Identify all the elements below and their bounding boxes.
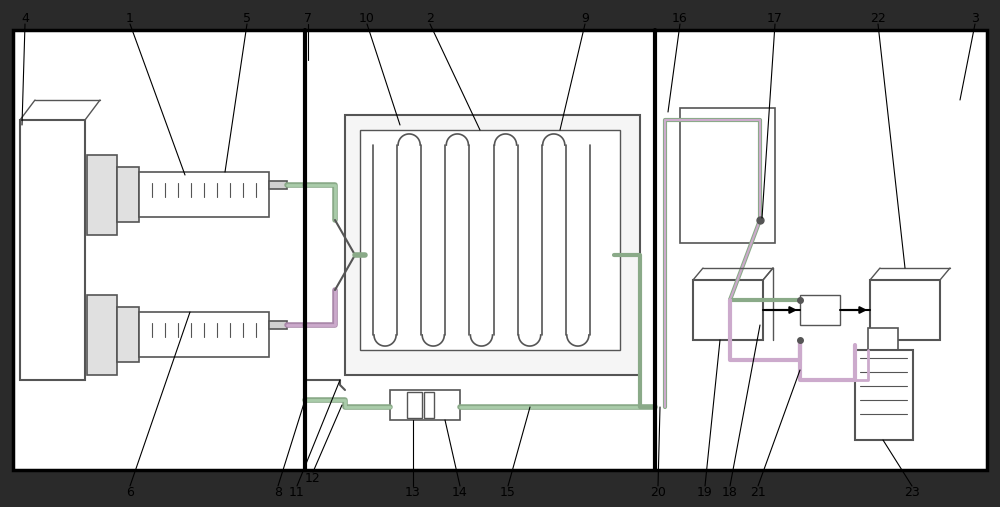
- Bar: [269, 181, 287, 189]
- Text: 4: 4: [21, 12, 29, 24]
- Bar: [345, 115, 640, 375]
- Bar: [360, 130, 620, 350]
- Bar: [139, 172, 269, 217]
- Bar: [269, 321, 287, 329]
- Bar: [13, 30, 987, 470]
- Text: 21: 21: [750, 486, 766, 498]
- Text: 19: 19: [697, 486, 713, 498]
- Bar: [424, 392, 434, 418]
- Bar: [139, 312, 269, 357]
- Text: 5: 5: [243, 12, 251, 24]
- Text: 16: 16: [672, 12, 688, 24]
- Bar: [20, 120, 85, 380]
- Bar: [680, 108, 775, 243]
- Text: 18: 18: [722, 486, 738, 498]
- Text: 13: 13: [405, 486, 421, 498]
- Text: 10: 10: [359, 12, 375, 24]
- Text: 1: 1: [126, 12, 134, 24]
- Text: 3: 3: [971, 12, 979, 24]
- Bar: [407, 392, 422, 418]
- Bar: [855, 350, 913, 440]
- Text: 15: 15: [500, 486, 516, 498]
- Text: 23: 23: [904, 486, 920, 498]
- Text: 17: 17: [767, 12, 783, 24]
- Bar: [117, 307, 139, 362]
- Bar: [870, 280, 940, 340]
- Text: 9: 9: [581, 12, 589, 24]
- Text: 20: 20: [650, 486, 666, 498]
- Text: 14: 14: [452, 486, 468, 498]
- Bar: [693, 280, 763, 340]
- Bar: [117, 167, 139, 222]
- Bar: [390, 390, 460, 420]
- Bar: [800, 295, 840, 325]
- Bar: [87, 155, 117, 235]
- Text: 7: 7: [304, 12, 312, 24]
- Bar: [87, 295, 117, 375]
- Text: 6: 6: [126, 486, 134, 498]
- Text: 11: 11: [289, 486, 305, 498]
- Text: 2: 2: [426, 12, 434, 24]
- Text: 22: 22: [870, 12, 886, 24]
- Text: 8: 8: [274, 486, 282, 498]
- Bar: [868, 328, 898, 350]
- Text: 12: 12: [305, 472, 321, 485]
